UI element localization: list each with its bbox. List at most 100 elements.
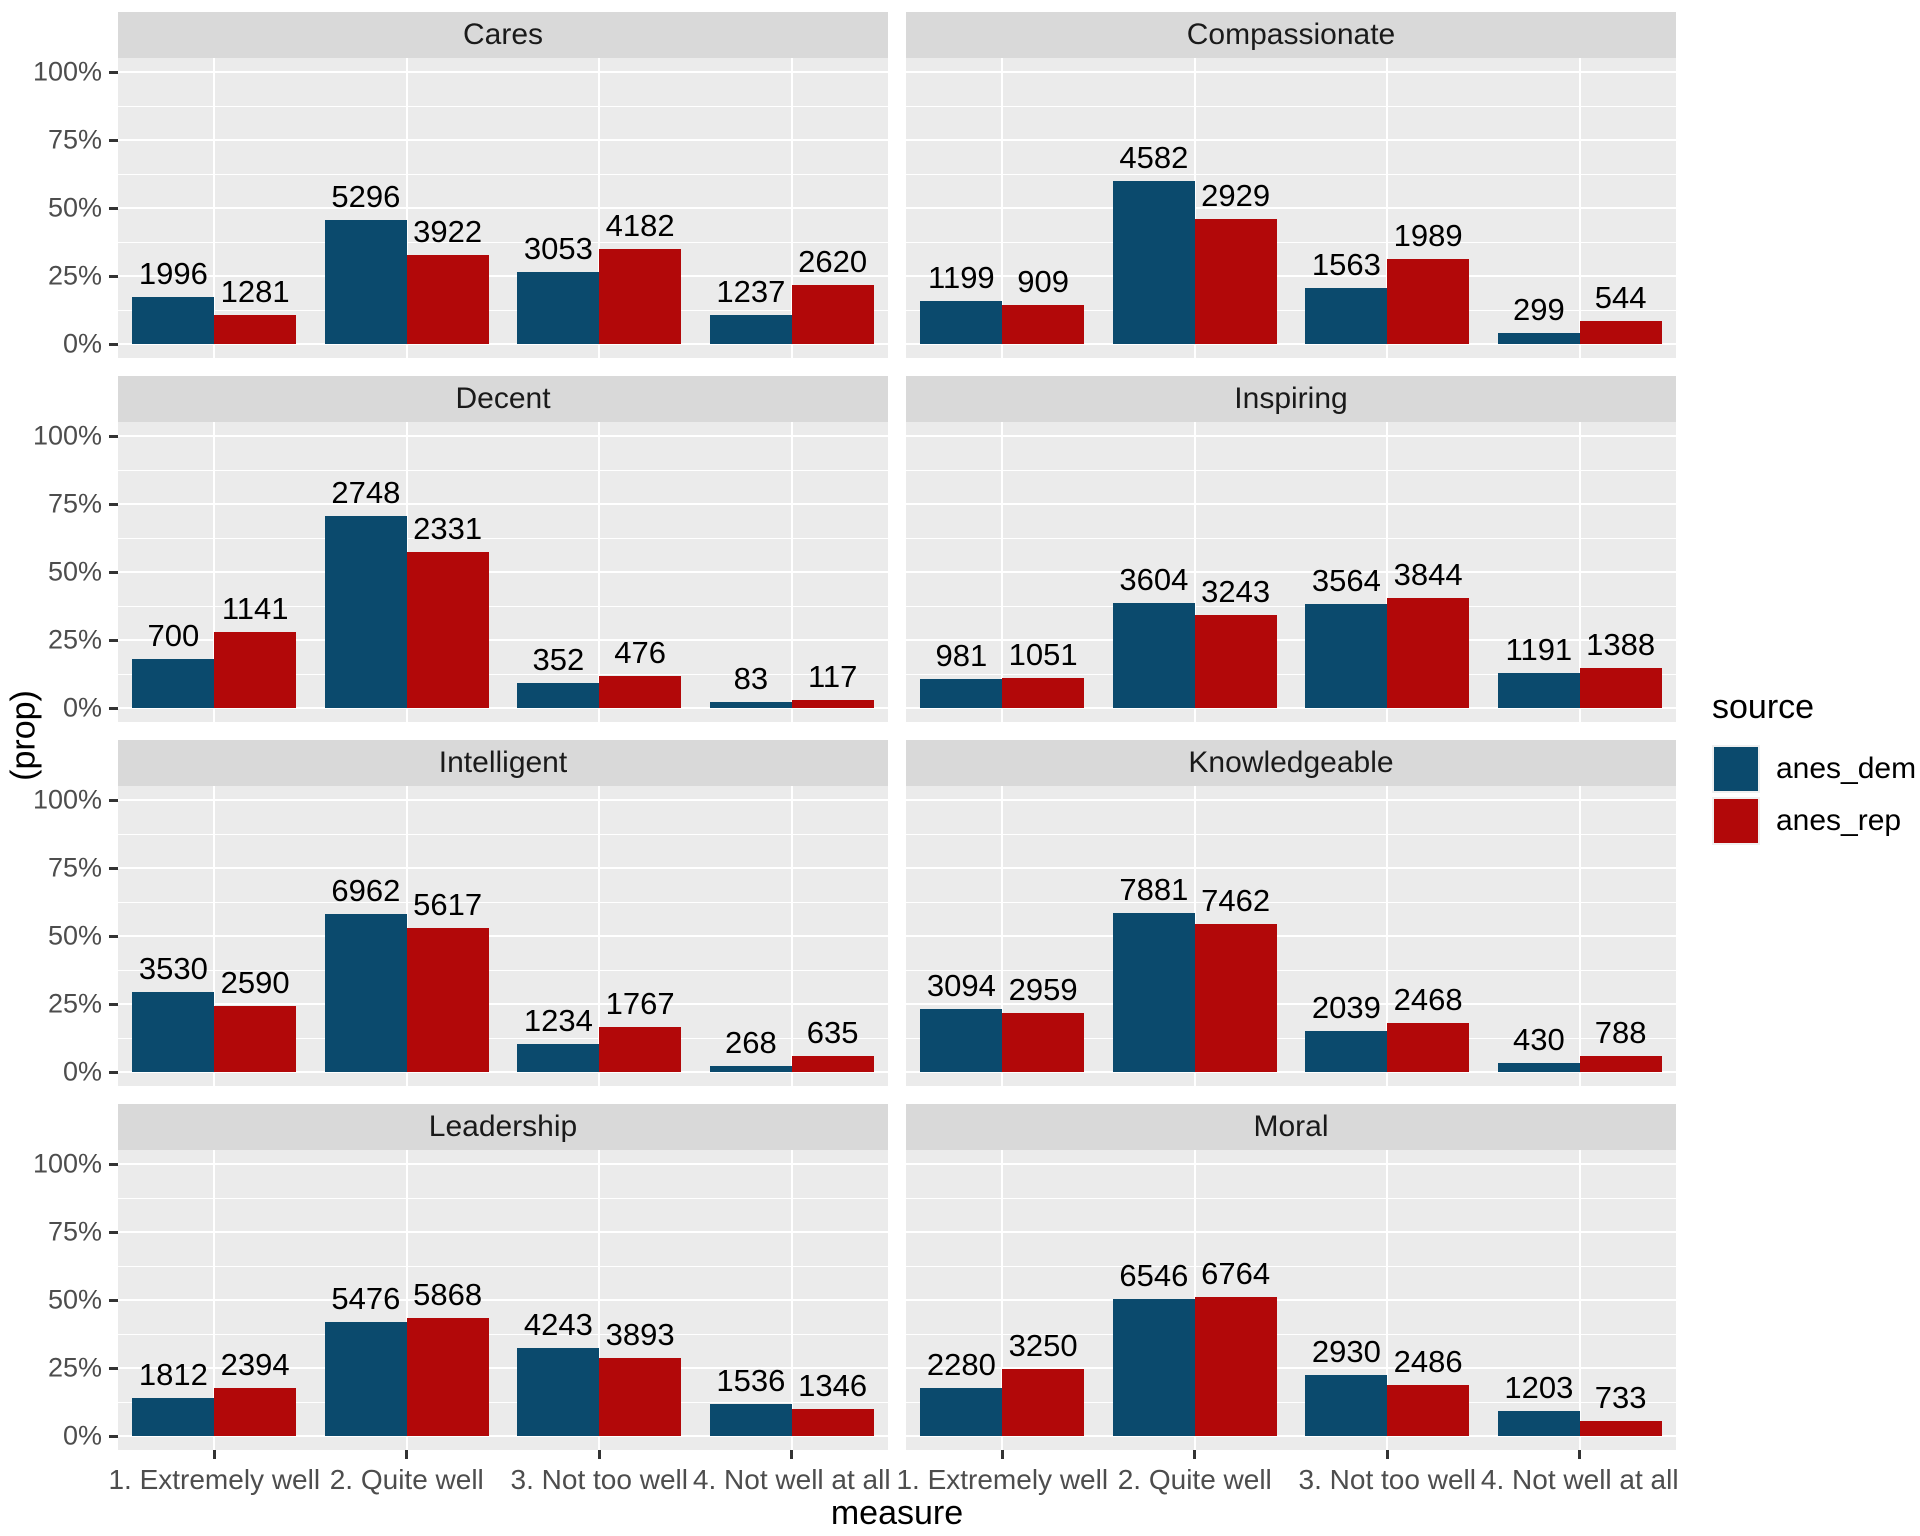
y-tick-label: 25% [47,260,102,291]
bar-value-label: 6962 [331,873,401,909]
bar-anes_rep [1387,1384,1470,1436]
gridline-major [906,435,1676,437]
y-tick-mark [109,70,118,74]
gridline-minor [118,1037,888,1039]
gridline-major [118,867,888,869]
gridline-minor [118,969,888,971]
bar-value-label: 430 [1512,1022,1565,1058]
gridline-vertical [598,786,601,1086]
gridline-major [906,707,1676,709]
gridline-minor [118,105,888,107]
gridline-vertical [790,786,793,1086]
bar-value-label: 3604 [1119,562,1189,598]
bar-value-label: 2929 [1201,177,1271,213]
bar-value-label: 733 [1594,1379,1647,1415]
x-tick-mark [790,1450,794,1459]
bar-value-label: 981 [935,638,988,674]
gridline-major [906,799,1676,801]
gridline-minor [118,833,888,835]
y-tick-label: 50% [47,192,102,223]
gridline-major [118,1367,888,1369]
y-tick-label: 100% [32,420,102,451]
gridline-vertical [1001,786,1004,1086]
y-tick-label: 0% [62,1056,102,1087]
bar-value-label: 1812 [138,1357,208,1393]
gridline-minor [906,833,1676,835]
gridline-vertical [1193,422,1196,722]
bar-anes_rep [214,1005,297,1072]
gridline-major [906,343,1676,345]
y-tick-label: 50% [47,1284,102,1315]
bar-anes_dem [1112,603,1195,708]
x-tick-mark [1578,1450,1582,1459]
bar-anes_rep [599,1357,682,1436]
facet-panel: 981 1051 3604 3243 3564 3844 1191 1388 [906,422,1676,722]
bar-anes_rep [1194,923,1277,1072]
bar-anes_dem [1497,673,1580,708]
y-tick-mark [109,1070,118,1074]
x-tick-label: 1. Extremely well [108,1464,321,1495]
y-tick-mark [109,502,118,506]
x-tick-label: 2. Quite well [329,1464,484,1495]
bar-anes_dem [324,515,407,708]
gridline-vertical [598,1150,601,1450]
bar-anes_dem [1112,912,1195,1072]
bar-value-label: 2930 [1311,1333,1381,1369]
y-tick-mark [109,1162,118,1166]
facet-strip: Intelligent [118,740,888,786]
facet-title: Leadership [428,1110,578,1143]
bar-value-label: 1051 [1008,637,1078,672]
gridline-minor [906,1333,1676,1335]
y-tick-label: 0% [62,1420,102,1451]
x-tick-label: 2. Quite well [1117,1464,1272,1495]
facet-strip: Cares [118,12,888,58]
bar-anes_rep [791,700,874,708]
bar-anes_rep [1579,320,1662,344]
gridline-major [906,935,1676,937]
bar-anes_rep [1194,218,1277,344]
gridline-major [118,275,888,277]
gridline-major [906,571,1676,573]
facet-strip: Decent [118,376,888,422]
gridline-vertical [213,58,216,358]
gridline-major [118,571,888,573]
bar-value-label: 2331 [413,511,483,547]
x-tick-label: 3. Not too well [1298,1464,1476,1495]
y-tick-mark [109,274,118,278]
bar-anes_dem [132,297,215,344]
gridline-vertical [213,1150,216,1450]
gridline-vertical [1386,786,1389,1086]
gridline-minor [118,309,888,311]
gridline-major [118,707,888,709]
bar-value-label: 117 [807,659,858,695]
gridline-major [906,1163,1676,1165]
gridline-minor [906,1037,1676,1039]
y-tick-label: 0% [62,328,102,359]
y-tick-label: 50% [47,920,102,951]
bar-anes_rep [1387,1022,1470,1072]
gridline-vertical [1193,58,1196,358]
bar-anes_rep [1194,1296,1277,1436]
bar-value-label: 1536 [716,1363,786,1399]
x-tick-label: 1. Extremely well [896,1464,1109,1495]
bar-value-label: 2394 [220,1346,290,1382]
bar-anes_dem [324,1322,407,1436]
y-tick-label: 25% [47,988,102,1019]
bar-anes_dem [1497,1063,1580,1072]
y-tick-label: 75% [47,852,102,883]
bar-anes_rep [1387,598,1470,708]
y-tick-label: 75% [47,124,102,155]
bar-anes_dem [1497,1410,1580,1436]
gridline-vertical [405,1150,408,1450]
gridline-vertical [405,58,408,358]
gridline-minor [906,969,1676,971]
bar-value-label: 3243 [1201,574,1271,610]
bar-anes_rep [1579,1420,1662,1436]
gridline-minor [118,1333,888,1335]
bar-anes_dem [920,1009,1003,1072]
y-tick-label: 100% [32,56,102,87]
gridline-minor [906,1197,1676,1199]
gridline-minor [118,1401,888,1403]
y-tick-mark [109,866,118,870]
bar-anes_dem [132,991,215,1072]
